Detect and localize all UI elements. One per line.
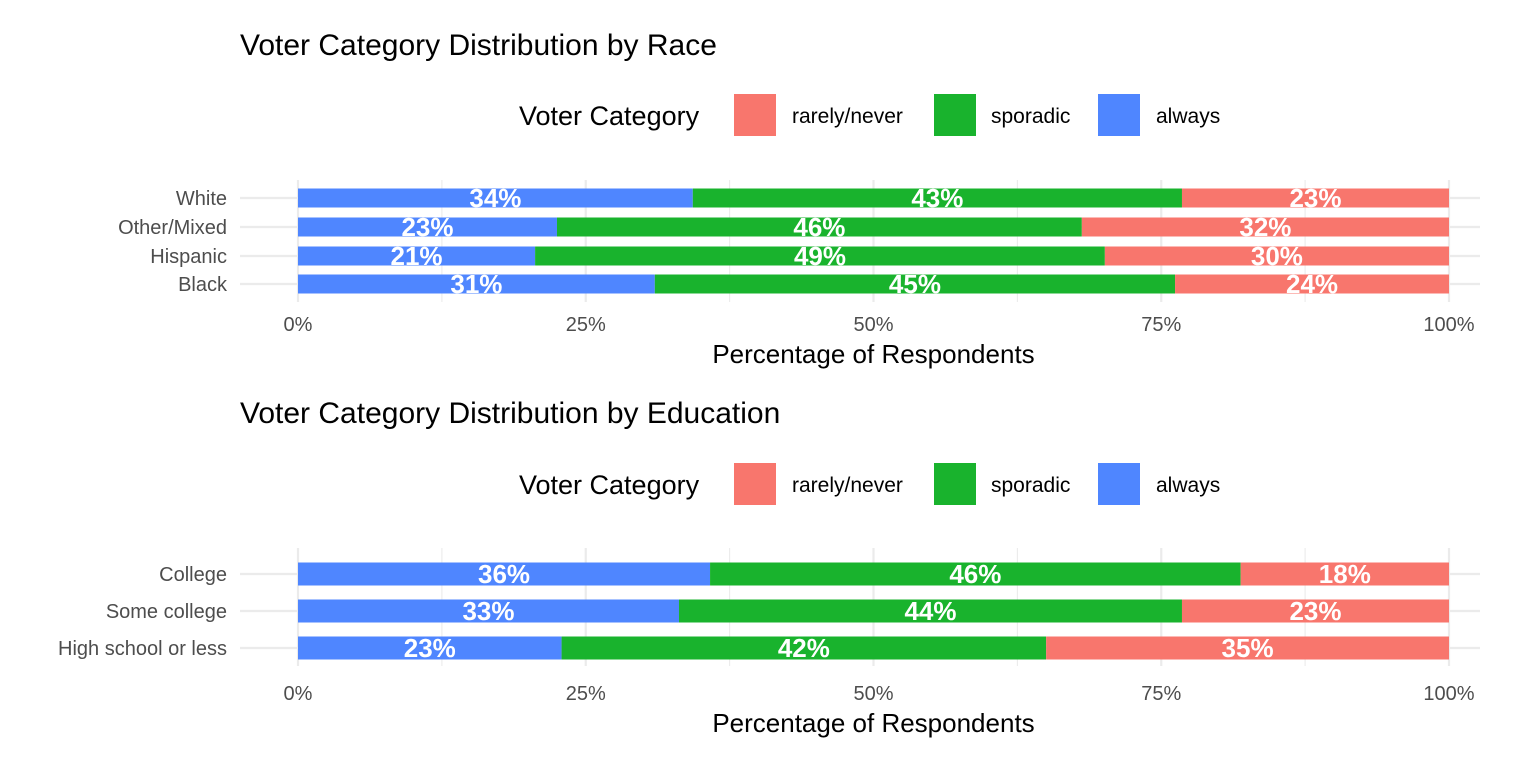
bar-segment-sporadic [710,562,1241,586]
bar-value-label: 33% [462,596,514,626]
legend-key-sporadic [934,94,976,136]
x-tick-label: 100% [1423,683,1474,705]
x-axis-labels: 0% 25% 50% 75% 100% [284,314,1475,336]
bar-segment-always [298,599,679,623]
legend-title: Voter Category [519,101,700,131]
y-tick-label: College [159,564,227,586]
bar-value-label: 18% [1319,559,1371,589]
bar-value-label: 43% [911,183,963,213]
legend-title: Voter Category [519,470,700,500]
bar-segment-always [298,217,557,237]
bar-value-label: 24% [1286,269,1338,299]
bar-value-label: 49% [794,241,846,271]
bar-value-label: 23% [1289,183,1341,213]
bar-value-label: 44% [904,596,956,626]
legend: Voter Category rarely/never sporadic always [519,463,1220,505]
bar-segment-rarely-never [1104,246,1449,266]
bar-value-label: 31% [450,269,502,299]
bar-value-label: 45% [889,269,941,299]
chart-title: Voter Category Distribution by Race [240,29,717,62]
bar-segment-rarely-never [1046,636,1449,660]
x-tick-label: 50% [853,314,893,336]
y-tick-label: Black [178,274,228,296]
y-tick-label: Other/Mixed [118,217,227,239]
x-axis-title: Percentage of Respondents [712,708,1034,738]
bar-value-label: 34% [469,183,521,213]
bar-value-label: 23% [1289,596,1341,626]
x-axis-title: Percentage of Respondents [712,339,1034,369]
bars [298,188,1449,294]
legend-label: always [1156,105,1220,128]
x-tick-label: 25% [566,683,606,705]
bar-value-label: 35% [1222,633,1274,663]
chart-panel-2: Voter Category Distribution by Education… [58,397,1480,738]
legend-key-always [1098,94,1140,136]
bar-value-label: 42% [778,633,830,663]
bar-segment-always [298,562,711,586]
bar-segment-rarely-never [1181,188,1449,208]
x-tick-label: 50% [853,683,893,705]
legend-label: rarely/never [792,474,903,497]
y-tick-label: Hispanic [150,246,227,268]
x-tick-label: 75% [1141,314,1181,336]
bar-value-label: 23% [404,633,456,663]
chart-panel-1: Voter Category Distribution by Race Voter… [118,29,1480,369]
bar-segment-sporadic [556,217,1082,237]
bar-value-label: 21% [391,241,443,271]
y-tick-label: Some college [106,601,227,623]
y-tick-label: High school or less [58,638,227,660]
x-tick-label: 0% [284,683,313,705]
x-tick-label: 75% [1141,683,1181,705]
x-tick-label: 25% [566,314,606,336]
y-tick-label: White [176,188,227,210]
legend-key-rarely-never [734,94,776,136]
bar-segment-sporadic [535,246,1105,266]
chart-title: Voter Category Distribution by Education [240,397,780,430]
legend-label: sporadic [991,105,1070,128]
x-tick-label: 100% [1423,314,1474,336]
bar-labels: 36% 46% 18% 33% 44% 23% 23% 42% 35% [404,559,1371,663]
y-axis-labels: College Some college High school or less [58,564,227,660]
bar-value-label: 46% [949,559,1001,589]
bar-labels: 34% 43% 23% 23% 46% 32% 21% 49% 30% 31% 45% 24% [391,183,1342,299]
bar-value-label: 30% [1251,241,1303,271]
bar-segment-always [298,274,655,294]
bar-value-label: 32% [1239,212,1291,242]
legend-label: rarely/never [792,105,903,128]
bar-value-label: 46% [793,212,845,242]
bar-value-label: 36% [478,559,530,589]
bars [298,562,1449,660]
bar-segment-rarely-never [1181,599,1449,623]
x-axis-labels: 0% 25% 50% 75% 100% [284,683,1475,705]
legend-label: always [1156,474,1220,497]
bar-segment-sporadic [678,599,1182,623]
bar-segment-sporadic [692,188,1182,208]
bar-segment-always [298,188,693,208]
legend: Voter Category rarely/never sporadic always [519,94,1220,136]
bar-segment-rarely-never [1175,274,1449,294]
bar-segment-sporadic [654,274,1176,294]
bar-value-label: 23% [401,212,453,242]
bar-segment-rarely-never [1240,562,1449,586]
x-tick-label: 0% [284,314,313,336]
bar-segment-always [298,246,536,266]
legend-key-rarely-never [734,463,776,505]
legend-label: sporadic [991,474,1070,497]
bar-segment-rarely-never [1081,217,1449,237]
bar-segment-always [298,636,562,660]
legend-key-always [1098,463,1140,505]
y-axis-labels: White Other/Mixed Hispanic Black [118,188,228,296]
bar-segment-sporadic [561,636,1047,660]
legend-key-sporadic [934,463,976,505]
